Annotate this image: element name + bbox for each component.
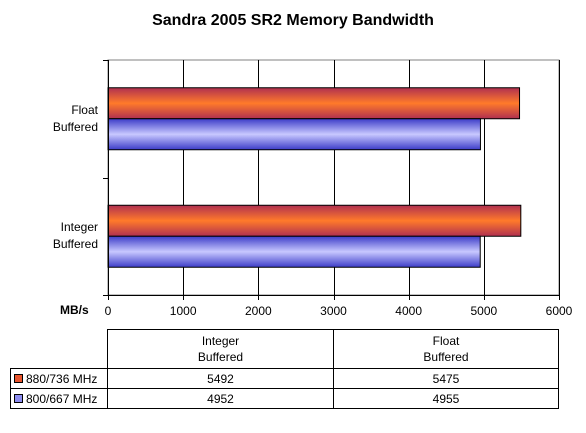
x-tick-label: 0 [104,304,112,318]
bar-800-667-mhz-integer-buffered [107,235,481,268]
data-table-header: Integer Buffered Float Buffered [10,329,559,369]
bar-800-667-mhz-float-buffered [107,118,481,151]
bar-880-736-mhz-float-buffered [107,87,521,120]
data-table-column-header-line: Buffered [197,350,244,364]
category-label: Integer Buffered [10,219,98,253]
x-tick-label: 3000 [320,304,347,318]
x-tick-label: 1000 [169,304,197,318]
x-tick-label: 2000 [244,304,272,318]
data-table: Integer Buffered Float Buffered 880/736 MHz… [10,329,559,409]
unit-label: MB/s [60,303,89,317]
category-label-line: Integer [60,220,98,235]
data-table-column-header: Integer Buffered [107,329,334,369]
data-table-cell: 5492 [107,368,334,389]
data-table-row: 800/667 MHz 4952 4955 [10,388,559,409]
legend-entry: 800/667 MHz [10,388,108,409]
chart-title: Sandra 2005 SR2 Memory Bandwidth [152,12,434,29]
legend-swatch [14,373,23,383]
x-tick-label: 6000 [545,304,573,318]
data-table-cell: 4952 [107,388,334,409]
axes [103,60,560,300]
data-table-row: 880/736 MHz 5492 5475 [10,368,559,389]
legend-entry: 880/736 MHz [10,368,108,389]
chart-plot-area [103,59,560,300]
x-tick-label: 5000 [470,304,498,318]
category-label-line: Buffered [52,119,98,134]
legend-swatch [14,393,23,403]
bars [107,87,522,268]
data-table-column-header-line: Float [432,334,460,348]
data-table-body: 880/736 MHz 5492 5475 800/667 MHz 4952 4955 [10,368,559,409]
data-table-column-header: Float Buffered [333,329,559,369]
category-label-line: Float [71,102,98,117]
data-table-cell: 4955 [333,388,559,409]
legend-label: 880/736 MHz [26,371,98,386]
category-label-line: Buffered [52,237,98,252]
legend-label: 800/667 MHz [26,391,98,406]
data-table-corner [10,329,108,369]
data-table-cell: 5475 [333,368,559,389]
category-label: Float Buffered [10,102,98,136]
bar-880-736-mhz-integer-buffered [107,204,522,237]
data-table-column-header-line: Integer [201,334,240,348]
x-tick-label: 4000 [395,304,422,318]
data-table-column-header-line: Buffered [423,350,469,364]
